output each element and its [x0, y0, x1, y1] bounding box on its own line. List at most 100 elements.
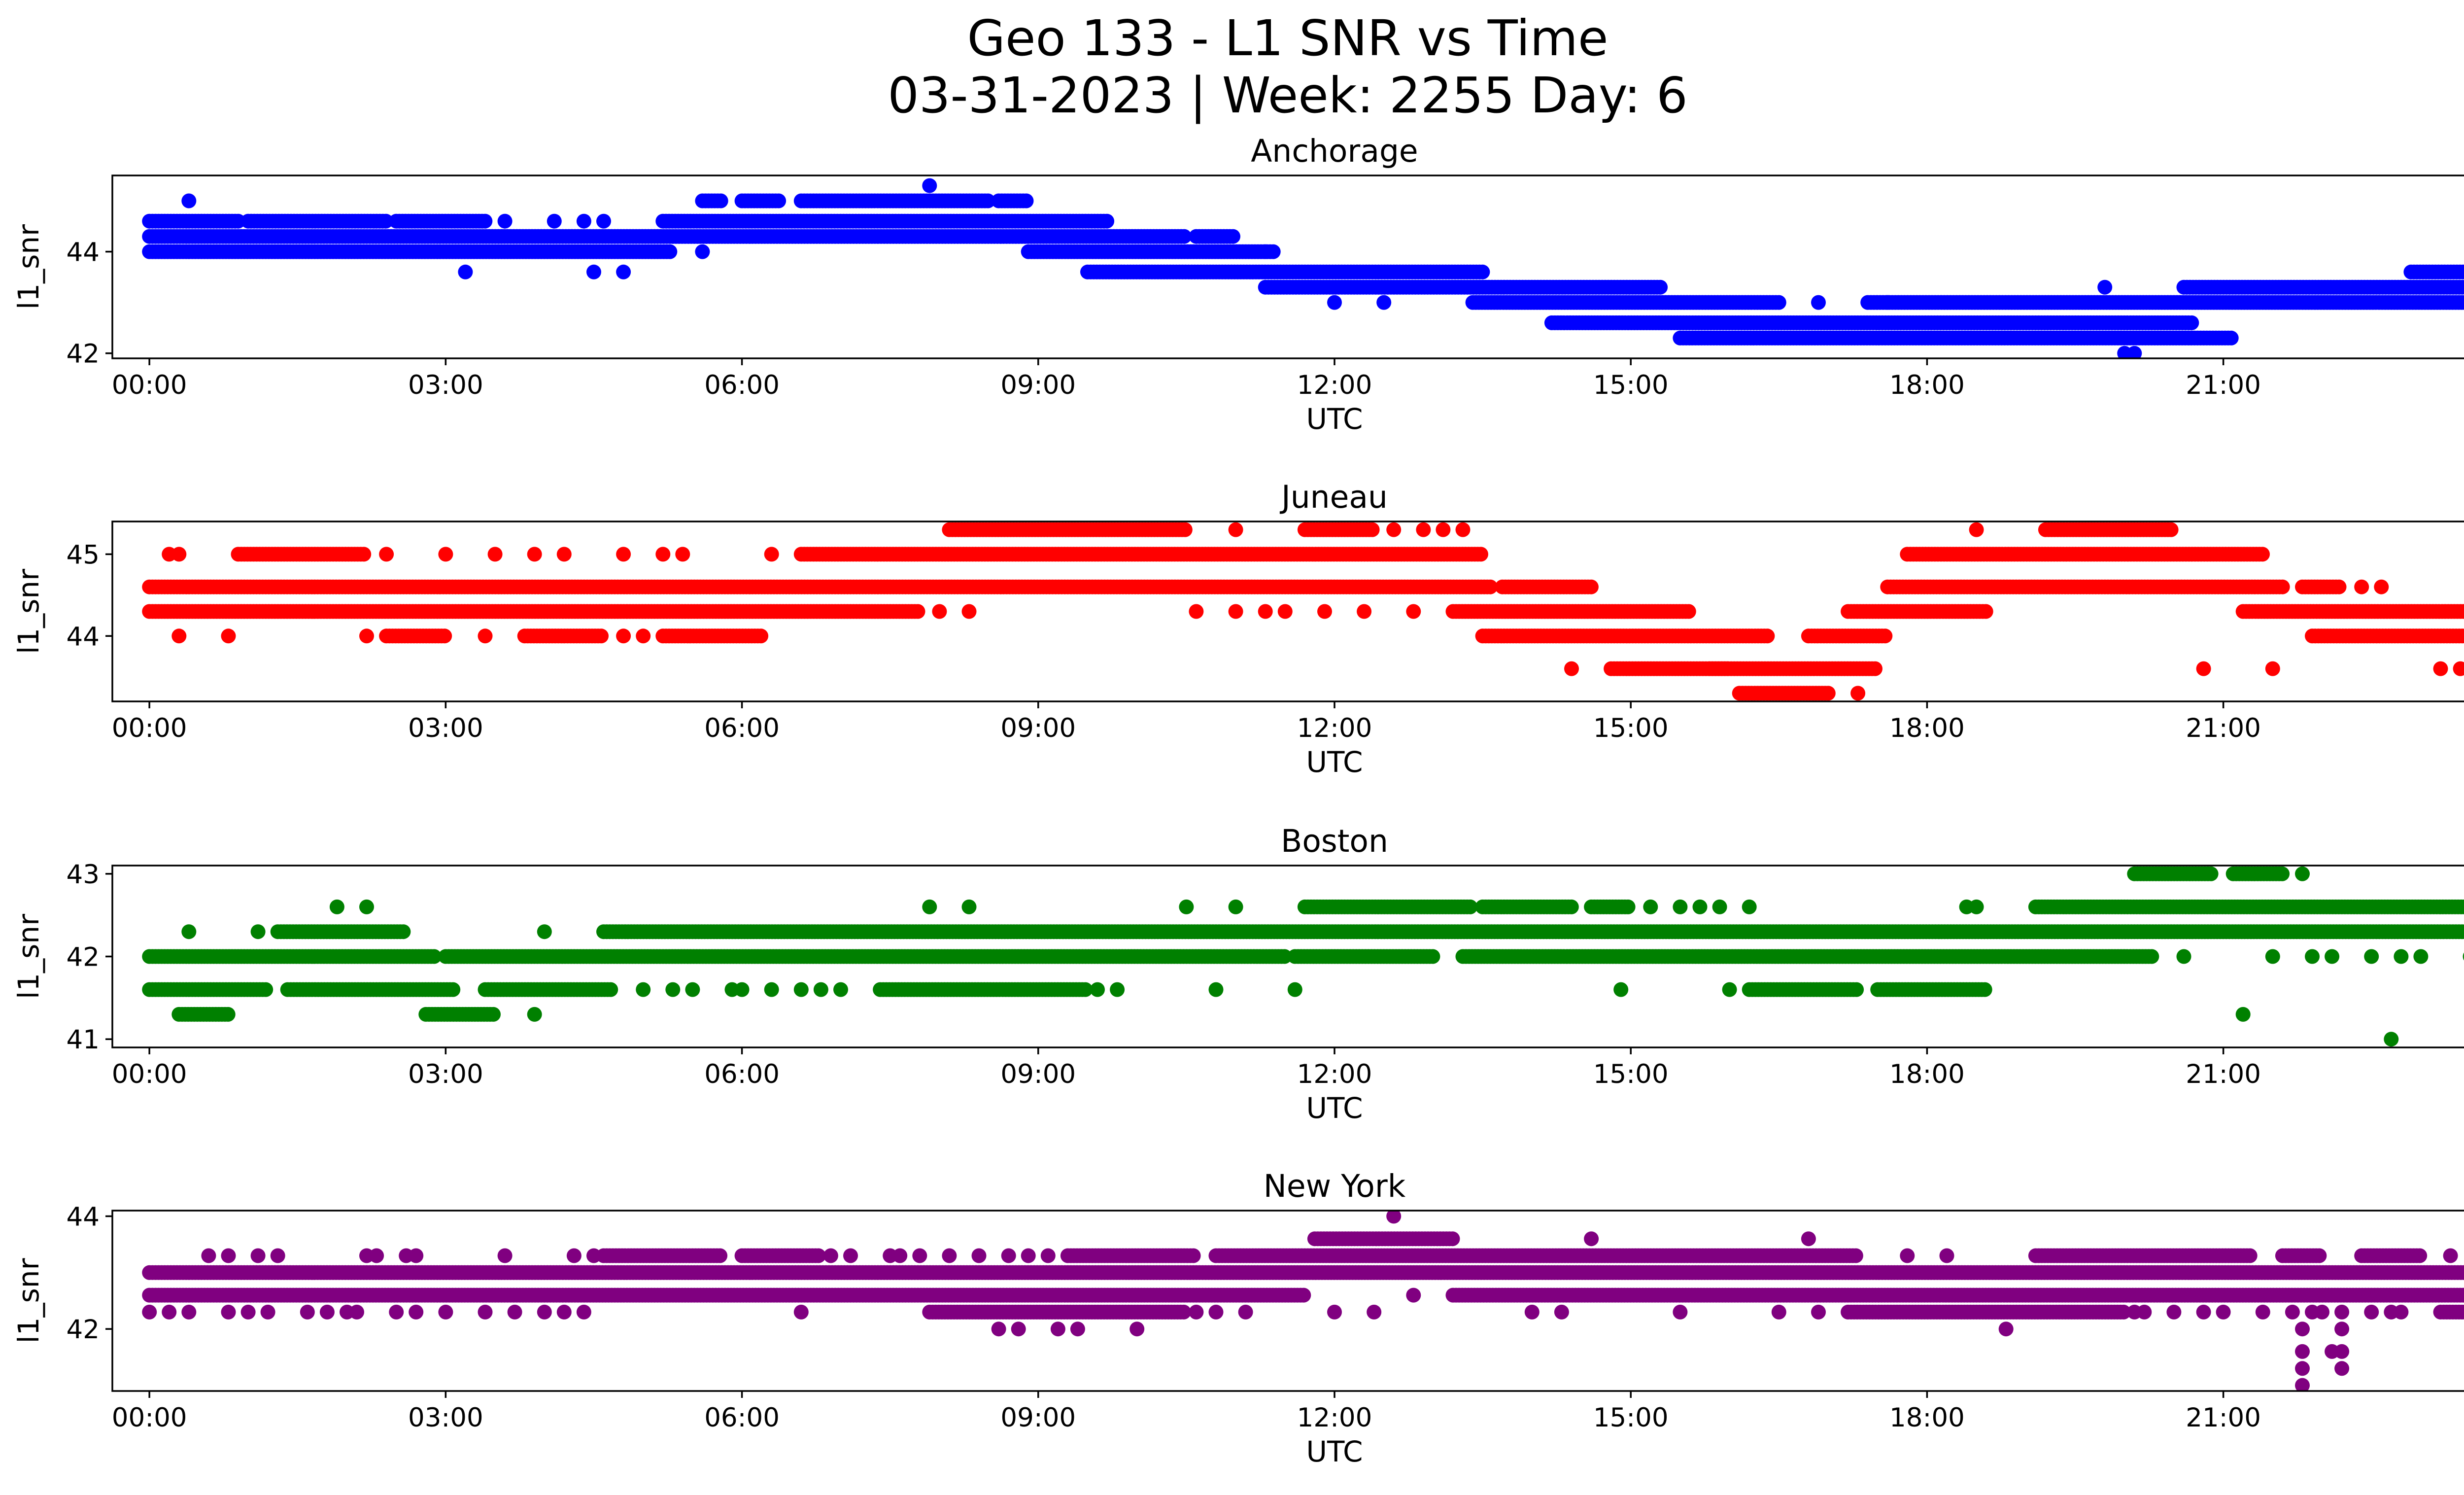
data-point: [1978, 604, 1993, 619]
data-point: [636, 628, 651, 644]
data-point: [2374, 579, 2389, 594]
data-point: [1473, 547, 1488, 562]
data-points-1: [142, 522, 2464, 701]
data-point: [932, 604, 947, 619]
data-point: [1277, 604, 1293, 619]
data-point: [2462, 266, 2464, 278]
data-point: [1226, 229, 1240, 244]
x-tick-label: 06:00: [704, 370, 780, 400]
data-point: [497, 213, 513, 229]
data-point: [1228, 522, 1243, 537]
data-points-0: [142, 178, 2464, 358]
subplot-1: Juneau 00:00 03:00 06:00 09:00 12:00 15:00 18:0…: [12, 479, 2464, 779]
y-axis-label: l1_snr: [12, 569, 45, 654]
x-tick-label: 00:00: [112, 713, 187, 743]
data-point: [910, 604, 925, 619]
data-point: [753, 628, 769, 644]
x-tick-label: 03:00: [408, 370, 483, 400]
data-point: [1179, 899, 1194, 914]
x-tick-label: 06:00: [704, 713, 780, 743]
data-point: [771, 193, 787, 209]
data-point: [1969, 522, 1984, 537]
data-point: [1483, 579, 1498, 594]
data-point: [764, 547, 779, 562]
data-point: [1228, 899, 1243, 914]
data-point: [378, 213, 394, 229]
data-point: [2461, 630, 2464, 642]
x-tick-label: 09:00: [1000, 713, 1076, 743]
x-tick-label: 18:00: [1889, 713, 1965, 743]
data-point: [1258, 604, 1273, 619]
data-point: [1583, 579, 1599, 594]
data-point: [1177, 229, 1192, 244]
data-point: [961, 899, 977, 914]
data-point: [1099, 213, 1115, 229]
data-point: [2224, 330, 2239, 346]
data-point: [1416, 522, 1431, 537]
data-point: [2453, 661, 2464, 676]
data-point: [2097, 279, 2113, 295]
data-point: [1258, 244, 1273, 259]
data-point: [1463, 899, 1478, 914]
data-point: [1880, 295, 1895, 310]
data-point: [359, 899, 374, 914]
data-point: [396, 924, 411, 939]
data-point: [1386, 522, 1402, 537]
subplot-panels: Anchorage 00:00 03:00 06:00 09:00 12:00 15:00 1…: [12, 133, 2464, 1468]
data-point: [1969, 899, 1984, 914]
x-tick-label: 15:00: [1593, 713, 1669, 743]
subplot-title: Juneau: [1279, 479, 1388, 515]
x-tick-label: 21:00: [2186, 713, 2261, 743]
x-axis-label: UTC: [1306, 402, 1363, 436]
data-point: [1564, 899, 1579, 914]
x-tick-label: 09:00: [1000, 370, 1076, 400]
data-point: [2460, 296, 2464, 309]
data-point: [2461, 281, 2464, 293]
data-point: [2275, 579, 2290, 594]
data-point: [1177, 522, 1193, 537]
subplot-title: Anchorage: [1251, 133, 1418, 169]
data-point: [1189, 604, 1204, 619]
data-point: [171, 547, 187, 562]
data-point: [1673, 899, 1688, 914]
data-point: [527, 547, 542, 562]
data-point: [662, 244, 678, 259]
data-point: [675, 547, 690, 562]
x-tick-label: 03:00: [408, 713, 483, 743]
data-point: [359, 628, 374, 644]
data-point: [2163, 522, 2179, 537]
x-tick-label: 21:00: [2186, 370, 2261, 400]
data-point: [980, 193, 995, 209]
data-point: [1620, 899, 1636, 914]
data-point: [556, 547, 572, 562]
data-point: [594, 628, 609, 644]
data-point: [2295, 866, 2310, 881]
data-point: [1455, 522, 1471, 537]
figure-title-line2: 03-31-2023 | Week: 2255 Day: 6: [888, 67, 1687, 124]
x-tick-label: 12:00: [1297, 713, 1372, 743]
data-point: [356, 547, 372, 562]
data-point: [1643, 899, 1658, 914]
y-tick-label: 44: [67, 238, 100, 268]
data-point: [1228, 604, 1243, 619]
data-point: [2354, 579, 2369, 594]
data-point: [1771, 295, 1786, 310]
figure-title-line1: Geo 133 - L1 SNR vs Time: [967, 9, 1608, 67]
data-point: [1376, 295, 1392, 310]
data-point: [1878, 628, 1893, 644]
x-axis-label: UTC: [1306, 745, 1363, 779]
data-point: [1712, 899, 1727, 914]
data-point: [616, 628, 631, 644]
data-point: [438, 547, 453, 562]
data-point: [1365, 522, 1380, 537]
subplot-title: Boston: [1281, 823, 1388, 859]
data-point: [2127, 346, 2142, 358]
data-point: [616, 264, 631, 279]
data-point: [1317, 604, 1332, 619]
data-point: [586, 264, 601, 279]
data-point: [922, 178, 937, 193]
y-tick-label: 44: [67, 622, 100, 652]
data-point: [437, 628, 452, 644]
data-point: [2196, 661, 2211, 676]
